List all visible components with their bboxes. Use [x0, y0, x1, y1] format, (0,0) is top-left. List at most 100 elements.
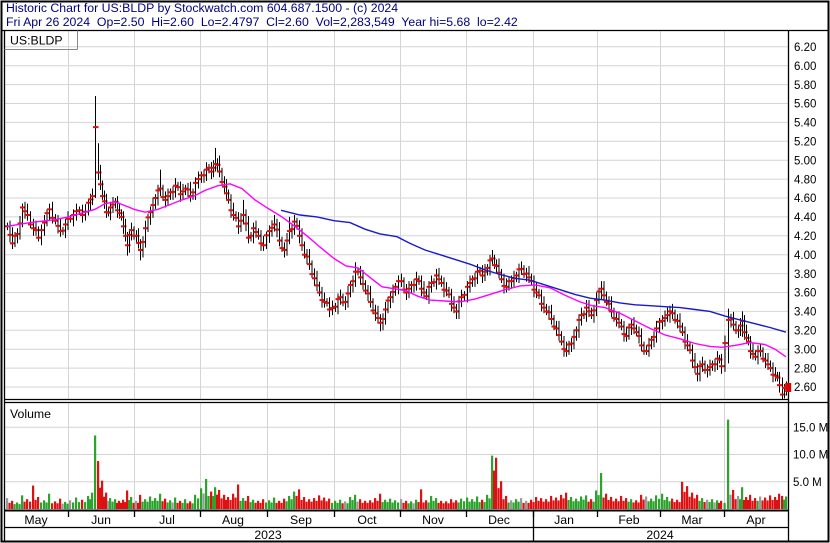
close-tick	[609, 310, 615, 313]
volume-bar	[425, 500, 428, 509]
volume-bar	[339, 499, 342, 509]
volume-bar	[743, 500, 746, 509]
close-tick	[556, 334, 562, 337]
close-tick	[700, 363, 706, 366]
volume-axis-label: 15.0 M	[793, 422, 828, 434]
volume-bar	[585, 495, 588, 509]
volume-bar	[328, 498, 331, 509]
volume-bar	[285, 501, 288, 509]
volume-bar	[257, 500, 260, 509]
volume-bar	[497, 488, 500, 509]
close-tick	[355, 270, 361, 273]
volume-bar	[369, 500, 372, 509]
price-axis-label: 4.60	[794, 193, 816, 205]
volume-bar	[244, 500, 247, 509]
volume-bar	[16, 502, 19, 509]
volume-bar	[135, 500, 138, 509]
close-tick	[304, 255, 310, 258]
volume-bar	[440, 500, 443, 509]
volume-bar	[688, 496, 691, 509]
close-tick	[317, 291, 323, 294]
volume-bar	[686, 486, 689, 509]
volume-bar	[481, 499, 484, 509]
close-tick	[350, 280, 356, 283]
volume-bar	[450, 499, 453, 509]
volume-bar	[371, 502, 374, 509]
volume-bar	[111, 501, 114, 509]
close-tick	[134, 234, 140, 237]
volume-bar	[610, 497, 613, 509]
volume-bar	[729, 494, 732, 509]
close-tick	[396, 280, 402, 283]
volume-bar	[491, 455, 494, 509]
volume-bar	[468, 501, 471, 509]
volume-bar	[405, 500, 408, 509]
close-tick	[180, 190, 186, 193]
close-tick	[28, 223, 34, 226]
close-tick	[416, 280, 422, 283]
volume-bar	[315, 500, 318, 509]
volume-bar	[696, 494, 699, 509]
volume-bar	[706, 499, 709, 509]
volume-bar	[54, 501, 57, 509]
volume-bar	[655, 495, 658, 509]
volume-bar	[6, 498, 9, 509]
volume-bar	[582, 499, 585, 509]
volume-bar	[300, 500, 303, 509]
month-label: Jul	[159, 513, 175, 527]
month-label: Feb	[618, 513, 639, 527]
close-tick	[753, 355, 759, 358]
volume-bar	[81, 499, 84, 509]
price-axis-label: 4.40	[794, 212, 816, 224]
volume-bar	[478, 502, 481, 509]
month-label: Aug	[222, 513, 244, 527]
volume-bar	[376, 500, 379, 509]
volume-bar	[288, 495, 291, 509]
close-tick	[606, 302, 612, 305]
close-tick	[519, 267, 525, 270]
close-tick	[106, 211, 112, 214]
close-tick	[690, 359, 696, 362]
close-tick	[388, 296, 394, 299]
volume-bar	[517, 501, 520, 509]
close-tick	[451, 306, 457, 309]
volume-bar	[562, 498, 565, 509]
close-tick	[571, 335, 577, 338]
close-tick	[150, 204, 156, 207]
close-tick	[148, 211, 154, 214]
volume-bar	[331, 502, 334, 509]
volume-bar	[693, 498, 696, 509]
close-tick	[327, 308, 333, 311]
chart-title: Historic Chart for US:BLDP by Stockwatch…	[6, 1, 399, 15]
close-tick	[74, 210, 80, 213]
close-tick	[173, 184, 179, 187]
year-label: 2023	[254, 528, 282, 542]
title-bar: Historic Chart for US:BLDP by Stockwatch…	[6, 1, 518, 29]
close-tick	[86, 201, 92, 204]
volume-bar	[220, 498, 223, 509]
volume-bar	[745, 497, 748, 509]
volume-bar	[94, 435, 97, 509]
volume-bar	[555, 497, 558, 509]
close-tick	[324, 301, 330, 304]
close-tick	[215, 163, 221, 166]
volume-bar	[605, 493, 608, 509]
volume-bar	[154, 498, 157, 509]
volume-bar	[21, 495, 24, 509]
volume-bar	[600, 473, 603, 509]
close-tick	[330, 307, 336, 310]
volume-bar	[26, 499, 29, 509]
volume-bar	[126, 490, 129, 509]
close-tick	[390, 291, 396, 294]
close-tick	[102, 200, 108, 203]
close-tick	[343, 300, 349, 303]
volume-bar	[320, 500, 323, 509]
volume-axis-label: 5.0 M	[793, 477, 822, 489]
close-tick	[657, 320, 663, 323]
volume-bar	[734, 499, 737, 509]
close-tick	[431, 281, 437, 284]
volume-bar	[510, 500, 513, 509]
volume-bar	[698, 500, 701, 509]
close-tick	[775, 376, 781, 379]
